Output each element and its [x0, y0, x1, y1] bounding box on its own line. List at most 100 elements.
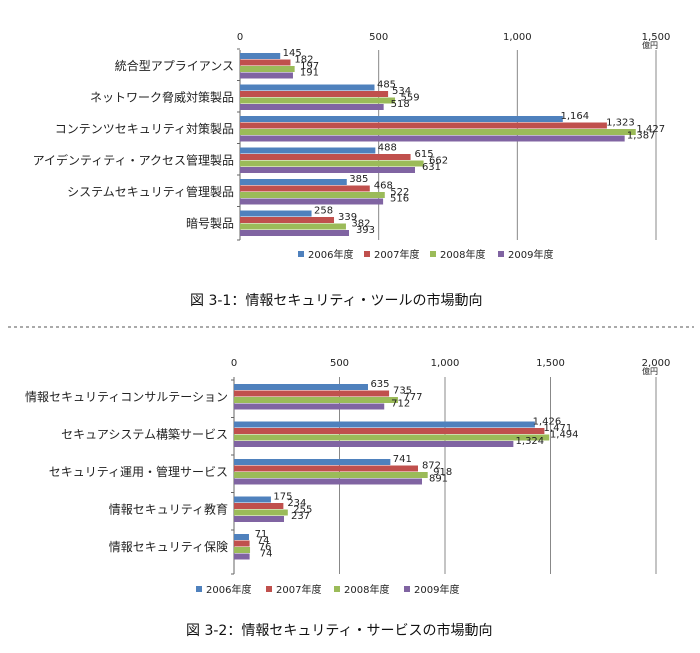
data-label: 197 — [300, 61, 319, 72]
bar — [234, 509, 288, 516]
legend-swatch — [404, 586, 410, 592]
data-label: 741 — [393, 454, 412, 465]
data-label: 237 — [291, 511, 310, 522]
x-axis-unit: 億円 — [642, 40, 658, 50]
x-axis-unit: 億円 — [642, 366, 658, 376]
bar — [240, 154, 411, 160]
data-label: 485 — [377, 80, 396, 91]
x-tick-label: 500 — [330, 358, 349, 369]
data-label: 182 — [294, 55, 313, 66]
bar — [240, 185, 370, 192]
data-label: 76 — [259, 542, 272, 553]
bar — [240, 179, 347, 185]
bar — [240, 160, 424, 167]
bar — [240, 72, 293, 79]
x-tick-label: 1,000 — [431, 358, 460, 369]
x-tick-label: 0 — [231, 358, 237, 369]
bar — [234, 496, 271, 503]
data-label: 74 — [260, 549, 273, 560]
data-label: 234 — [287, 498, 306, 509]
legend: 2006年度 2007年度 2008年度 2009年度 — [196, 583, 459, 596]
data-label: 393 — [356, 225, 375, 236]
data-label: 516 — [390, 194, 409, 205]
bar — [234, 403, 385, 410]
data-label: 631 — [422, 162, 441, 173]
x-tick-label: 0 — [237, 32, 243, 43]
data-label: 891 — [429, 474, 448, 485]
bar — [234, 553, 250, 560]
data-label: 534 — [392, 86, 411, 97]
legend-swatch — [298, 251, 304, 257]
legend-label: 2006年度 — [206, 583, 251, 596]
x-tick-label: 2,000 — [642, 358, 671, 369]
bar — [240, 135, 625, 142]
bar — [240, 66, 295, 72]
category-label: 暗号製品 — [186, 216, 234, 231]
bar — [234, 547, 251, 553]
bar — [234, 503, 284, 509]
x-tick-label: 1,500 — [536, 358, 565, 369]
bar — [240, 223, 346, 230]
legend-swatch — [266, 586, 272, 592]
data-label: 518 — [391, 99, 410, 110]
bar — [240, 129, 636, 135]
data-label: 918 — [433, 467, 452, 478]
data-label: 1,324 — [516, 436, 545, 447]
bar — [234, 478, 423, 485]
legend-label: 2009年度 — [414, 583, 459, 596]
figure-caption: 図 3-2：情報セキュリティ・サービスの市場動向 — [186, 622, 492, 639]
bar — [240, 147, 376, 154]
bar — [240, 91, 389, 97]
bar — [240, 104, 384, 110]
bar — [240, 210, 312, 217]
data-label: 1,387 — [627, 131, 656, 142]
bar — [234, 428, 545, 434]
data-label: 71 — [255, 529, 268, 540]
data-label: 258 — [314, 206, 333, 217]
data-label: 339 — [338, 212, 357, 223]
legend-label: 2007年度 — [374, 248, 419, 261]
bar — [240, 84, 375, 91]
data-label: 1,427 — [636, 124, 665, 135]
data-label: 488 — [378, 143, 397, 154]
category-label: セキュリティ運用・管理サービス — [49, 464, 228, 479]
legend-swatch — [196, 586, 202, 592]
data-label: 1,426 — [533, 417, 562, 428]
x-tick-label: 500 — [369, 32, 388, 43]
category-label: 情報セキュリティコンサルテーション — [25, 390, 228, 404]
data-label: 777 — [403, 392, 422, 403]
legend-swatch — [498, 251, 504, 257]
bar — [240, 116, 563, 122]
category-label: 情報セキュリティ保険 — [109, 540, 228, 554]
figure-caption: 図 3-1：情報セキュリティ・ツールの市場動向 — [190, 292, 482, 309]
data-label: 74 — [257, 536, 270, 547]
data-label: 468 — [374, 181, 393, 192]
category-label: コンテンツセキュリティ対策製品 — [55, 122, 234, 136]
data-label: 559 — [400, 93, 419, 104]
legend-label: 2009年度 — [508, 248, 553, 261]
bar — [234, 534, 249, 540]
legend-swatch — [430, 251, 436, 257]
bar — [234, 465, 418, 472]
category-label: システムセキュリティ管理製品 — [67, 184, 234, 199]
bar — [240, 230, 349, 236]
legend-label: 2008年度 — [344, 583, 389, 596]
legend-label: 2007年度 — [276, 583, 321, 596]
data-label: 735 — [393, 386, 412, 397]
data-label: 191 — [300, 68, 319, 79]
bar — [234, 397, 398, 403]
data-label: 615 — [415, 149, 434, 160]
category-label: ネットワーク脅威対策製品 — [90, 90, 234, 105]
category-label: セキュアシステム構築サービス — [61, 427, 228, 442]
data-label: 635 — [370, 379, 389, 390]
legend-label: 2006年度 — [308, 248, 353, 261]
data-label: 522 — [390, 187, 409, 198]
data-label: 1,323 — [606, 118, 635, 129]
data-label: 382 — [351, 219, 370, 230]
bar — [240, 97, 396, 104]
data-label: 145 — [283, 48, 302, 59]
bar — [234, 390, 390, 397]
legend-label: 2008年度 — [440, 248, 485, 261]
